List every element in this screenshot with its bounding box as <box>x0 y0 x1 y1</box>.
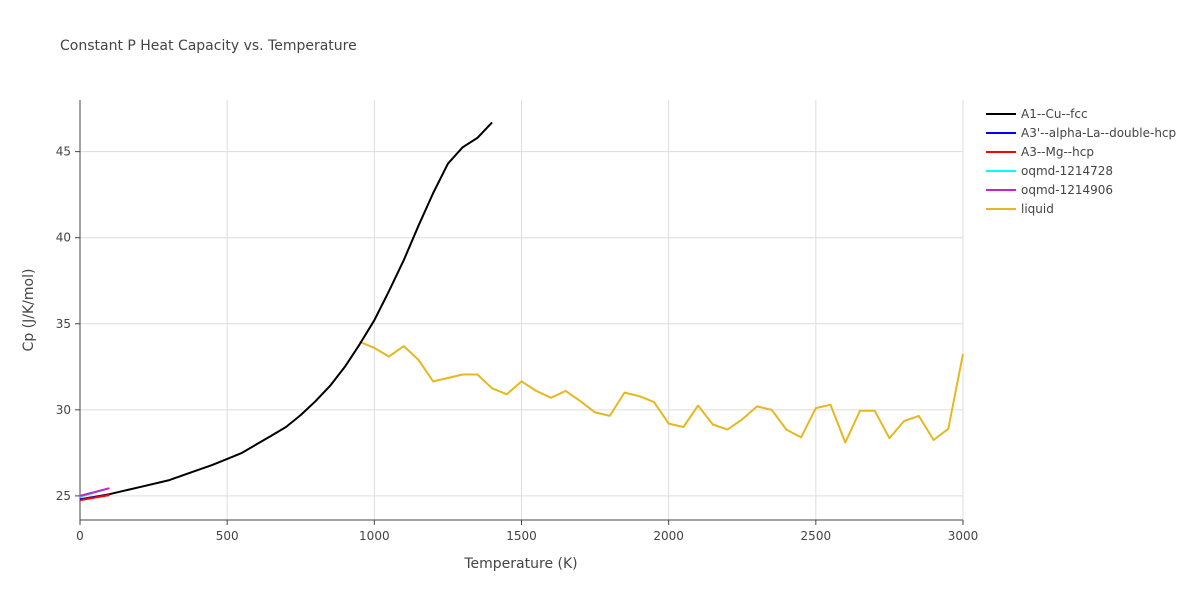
axis-layer: 0 500 1000 1500 2000 2500 3000 25 30 35 40 45 <box>56 100 979 543</box>
y-tick-label: 35 <box>56 317 71 331</box>
x-tick-label: 500 <box>216 529 239 543</box>
legend-label: oqmd-1214728 <box>1021 164 1113 178</box>
legend-label: oqmd-1214906 <box>1021 183 1113 197</box>
series-line-a1-cu-fcc <box>79 121 493 501</box>
legend[interactable]: A1--Cu--fcc A3'--alpha-La--double-hcp A3--… <box>986 107 1176 216</box>
legend-label: A3'--alpha-La--double-hcp <box>1021 126 1176 140</box>
legend-item-a3-mg-hcp[interactable]: A3--Mg--hcp <box>986 145 1094 159</box>
y-axis-title: Cp (J/K/mol) <box>21 269 37 352</box>
chart-title: Constant P Heat Capacity vs. Temperature <box>60 38 357 54</box>
x-axis-title: Temperature (K) <box>463 556 577 572</box>
x-tick-label: 2000 <box>653 529 684 543</box>
legend-label: liquid <box>1021 202 1054 216</box>
legend-item-oqmd-1214728[interactable]: oqmd-1214728 <box>986 164 1113 178</box>
legend-item-a1-cu-fcc[interactable]: A1--Cu--fcc <box>986 107 1088 121</box>
y-tick-label: 25 <box>56 489 71 503</box>
x-tick-label: 2500 <box>801 529 832 543</box>
y-tick-label: 40 <box>56 231 71 245</box>
legend-label: A3--Mg--hcp <box>1021 145 1094 159</box>
series-line-oqmd-1214906 <box>79 487 110 497</box>
y-tick-label: 30 <box>56 403 71 417</box>
x-tick-label: 3000 <box>948 529 979 543</box>
series-layer <box>79 121 964 502</box>
legend-item-oqmd-1214906[interactable]: oqmd-1214906 <box>986 183 1113 197</box>
x-tick-label: 1500 <box>506 529 537 543</box>
series-line-liquid <box>359 340 964 444</box>
legend-item-liquid[interactable]: liquid <box>986 202 1054 216</box>
series-line-a3-mg-hcp <box>79 494 110 502</box>
x-tick-label: 0 <box>76 529 84 543</box>
legend-item-a3-alpha-la-double-hcp[interactable]: A3'--alpha-La--double-hcp <box>986 126 1176 140</box>
grid-layer <box>80 100 964 520</box>
x-tick-label: 1000 <box>359 529 390 543</box>
legend-label: A1--Cu--fcc <box>1021 107 1088 121</box>
y-tick-label: 45 <box>56 145 71 159</box>
